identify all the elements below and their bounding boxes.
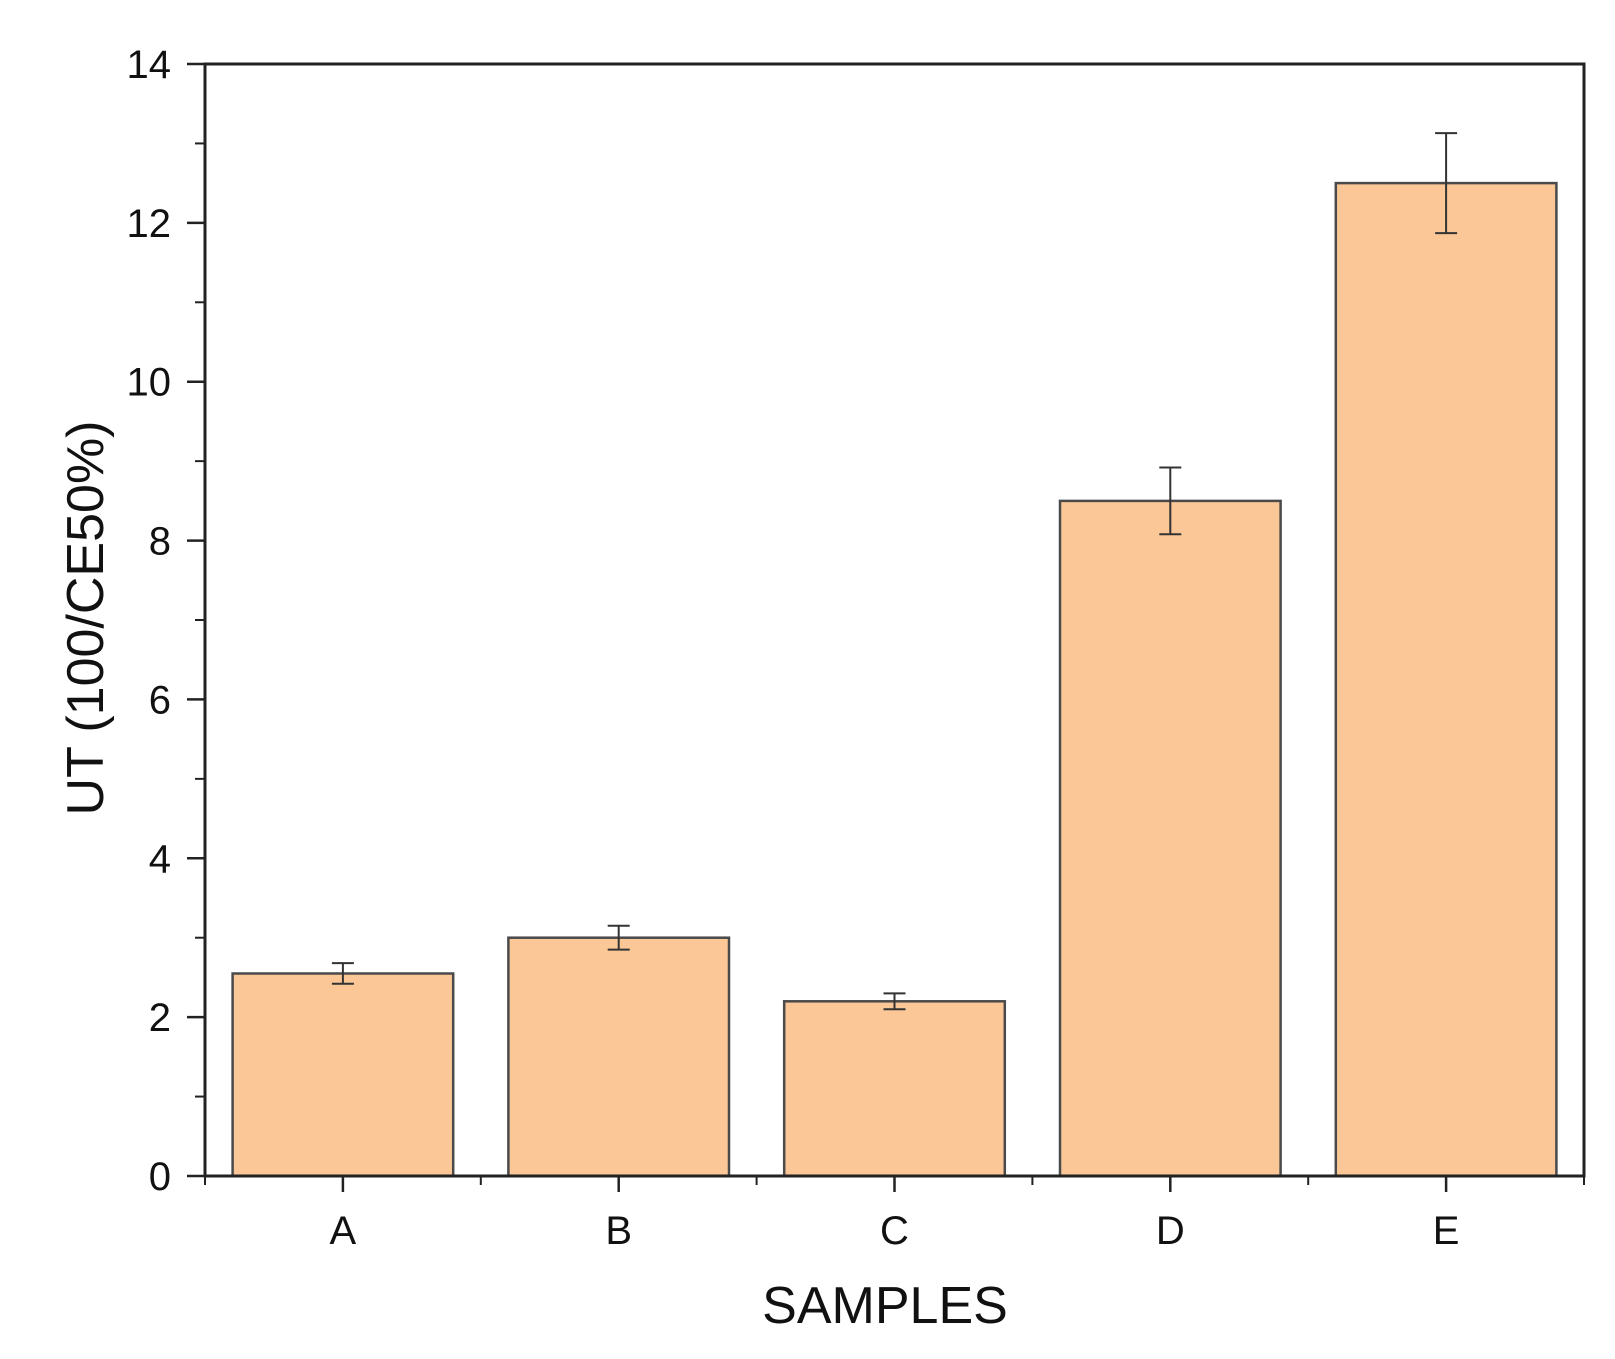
- y-tick-label: 8: [149, 520, 171, 564]
- y-tick-label: 0: [149, 1155, 171, 1199]
- bar-a: [231, 972, 455, 1178]
- tick-labels-layer: A B C D E 0 2 4 6 8 10 12 14: [127, 43, 1460, 1253]
- bars-layer: [231, 181, 1558, 1178]
- bar-d: [1058, 499, 1282, 1178]
- x-tick-label: B: [605, 1209, 632, 1253]
- y-tick-label: 6: [149, 678, 171, 722]
- ticks-layer: [187, 62, 1585, 1192]
- bar-c: [782, 1000, 1007, 1178]
- y-tick-label: 10: [127, 361, 172, 405]
- y-tick-label: 4: [149, 837, 171, 881]
- bar-e: [1334, 181, 1558, 1178]
- y-axis-title: UT (100/CE50%): [57, 421, 115, 816]
- x-tick-label: E: [1433, 1209, 1460, 1253]
- bar-b: [507, 936, 731, 1178]
- x-tick-label: D: [1156, 1209, 1185, 1253]
- y-tick-label: 12: [127, 202, 172, 246]
- x-axis-title: SAMPLES: [762, 1277, 1008, 1335]
- error-bars-layer: [331, 132, 1458, 1011]
- y-tick-label: 2: [149, 996, 171, 1040]
- y-tick-label: 14: [127, 43, 172, 87]
- x-tick-label: C: [880, 1209, 909, 1253]
- x-tick-label: A: [330, 1209, 357, 1253]
